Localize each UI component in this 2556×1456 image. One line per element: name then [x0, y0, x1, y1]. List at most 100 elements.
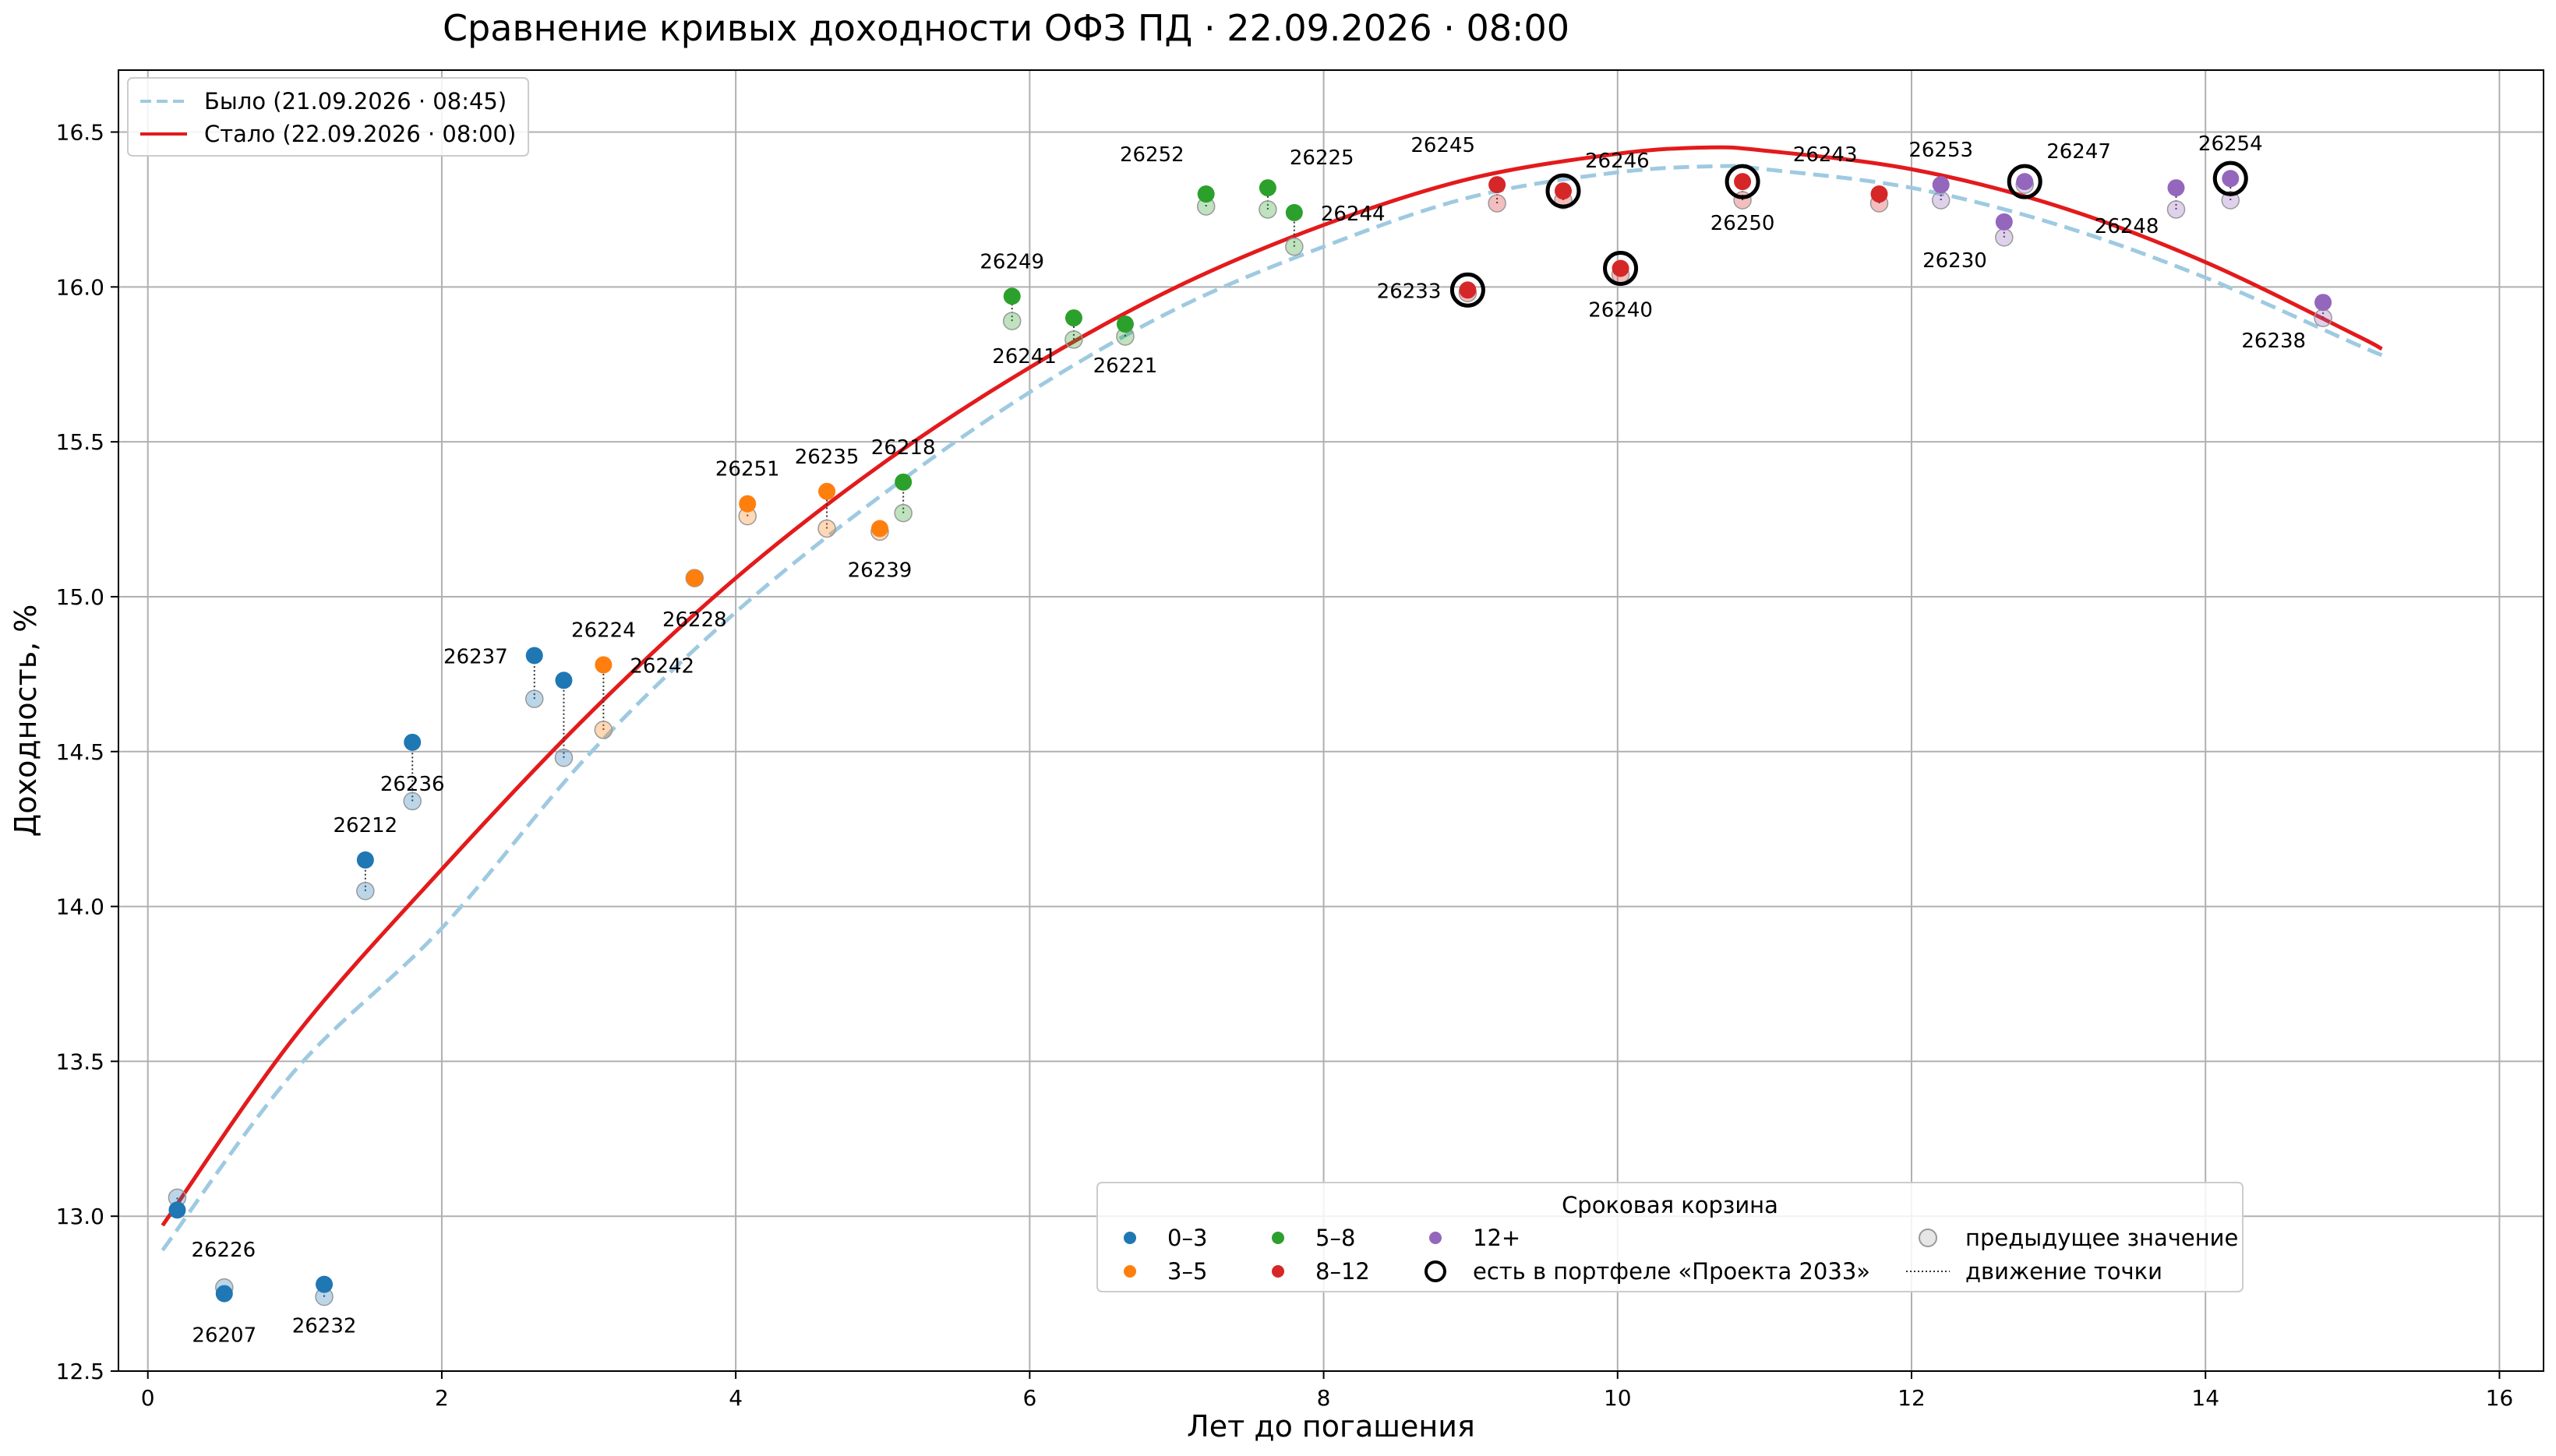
point-label: 26224	[571, 619, 636, 642]
current-point	[1116, 316, 1134, 333]
current-point	[895, 473, 913, 491]
legend-bucket-0-3-marker	[1124, 1232, 1136, 1244]
curve-was	[161, 164, 2383, 1252]
current-point	[215, 1285, 233, 1303]
previous-point	[1064, 330, 1083, 349]
point-label: 26243	[1793, 143, 1858, 167]
portfolio-ring	[1545, 173, 1581, 209]
point-label: 26212	[333, 814, 397, 837]
current-point	[1488, 176, 1506, 194]
legend-bucket-12-label: 12+	[1473, 1225, 1520, 1251]
bucket-legend: Сроковая корзина 0–3 3–5 5–8 8–12 12+ ес…	[1096, 1182, 2244, 1292]
y-tick-label: 12.5	[56, 1359, 104, 1384]
point-label: 26239	[848, 559, 913, 582]
current-point	[1003, 287, 1021, 305]
point-label: 26249	[980, 250, 1044, 273]
legend-bucket-3-5-label: 3–5	[1167, 1258, 1207, 1285]
point-label: 26233	[1377, 280, 1442, 303]
current-point	[2016, 173, 2034, 191]
point-label: 26250	[1710, 212, 1775, 235]
point-label: 26226	[191, 1239, 256, 1262]
point-label: 26238	[2241, 330, 2306, 353]
previous-point	[2221, 191, 2240, 210]
portfolio-ring	[1603, 250, 1639, 286]
point-label: 26235	[795, 446, 860, 469]
point-label: 26232	[292, 1315, 357, 1338]
legend-was-label: Было (21.09.2026 · 08:45)	[204, 88, 507, 115]
legend-bucket-8-12-label: 8–12	[1315, 1258, 1370, 1285]
x-tick-label: 0	[141, 1385, 155, 1411]
previous-point	[554, 748, 574, 767]
previous-point	[594, 721, 613, 739]
x-tick-label: 16	[2486, 1385, 2514, 1411]
portfolio-ring	[1725, 164, 1760, 199]
previous-point	[817, 519, 836, 538]
current-point	[1285, 203, 1303, 221]
portfolio-ring	[2212, 160, 2248, 196]
point-label: 26251	[715, 458, 780, 481]
y-tick-label: 14.0	[56, 894, 104, 920]
previous-point	[894, 503, 913, 523]
current-point	[356, 851, 374, 869]
y-tick-label: 14.5	[56, 739, 104, 765]
current-point	[818, 482, 836, 500]
current-point	[404, 733, 422, 751]
point-label: 26241	[992, 345, 1057, 368]
x-tick-label: 6	[1022, 1385, 1036, 1411]
previous-point	[403, 791, 422, 811]
point-label: 26240	[1588, 298, 1653, 322]
x-axis-title: Лет до погашения	[1187, 1409, 1475, 1444]
current-point	[555, 672, 573, 689]
bucket-legend-box	[1096, 1182, 2244, 1292]
portfolio-ring	[2007, 164, 2042, 199]
y-tick-label: 13.5	[56, 1049, 104, 1074]
current-point	[1734, 173, 1752, 191]
previous-point	[1285, 237, 1304, 256]
y-tick-label: 15.0	[56, 584, 104, 610]
current-point	[2314, 294, 2332, 312]
y-tick-label: 16.0	[56, 274, 104, 300]
point-label: 26221	[1093, 354, 1158, 378]
point-label: 26242	[630, 654, 694, 678]
legend-bucket-8-12-marker	[1272, 1265, 1284, 1278]
current-point	[1995, 213, 2013, 231]
previous-point	[356, 881, 375, 901]
point-label: 26218	[871, 436, 936, 460]
x-tick-label: 14	[2191, 1385, 2219, 1411]
current-point	[1612, 259, 1629, 277]
current-point	[1932, 176, 1950, 194]
current-point	[1554, 182, 1572, 200]
previous-point	[2166, 200, 2186, 219]
curve-now	[161, 145, 2383, 1227]
previous-point	[1995, 227, 2014, 247]
x-tick-label: 4	[729, 1385, 743, 1411]
point-label: 26230	[1922, 249, 1987, 273]
point-label: 26246	[1585, 150, 1650, 173]
previous-point	[1002, 312, 1022, 330]
current-point	[2222, 170, 2240, 188]
current-point	[1197, 185, 1215, 203]
previous-point	[1259, 200, 1277, 219]
current-point	[525, 647, 543, 665]
point-label: 26244	[1321, 203, 1386, 226]
current-point	[739, 495, 757, 513]
point-label: 26253	[1908, 139, 1973, 162]
x-tick-label: 12	[1898, 1385, 1926, 1411]
legend-prev-label: предыдущее значение	[1965, 1225, 2238, 1251]
current-point	[595, 656, 613, 674]
current-point	[2167, 179, 2185, 197]
x-tick-label: 8	[1317, 1385, 1331, 1411]
point-label: 26254	[2198, 132, 2263, 156]
legend-portfolio-label: есть в портфеле «Проекта 2033»	[1473, 1258, 1870, 1285]
x-tick-label: 2	[435, 1385, 449, 1411]
previous-point	[1931, 191, 1951, 210]
point-label: 26236	[380, 773, 445, 796]
legend-bucket-3-5-marker	[1124, 1265, 1136, 1278]
current-point	[1870, 185, 1888, 203]
point-label: 26247	[2046, 140, 2111, 164]
legend-bucket-5-8-marker	[1272, 1232, 1284, 1244]
chart-title: Сравнение кривых доходности ОФЗ ПД · 22.…	[443, 7, 1569, 49]
legend-bucket-0-3-label: 0–3	[1167, 1225, 1207, 1251]
y-tick-label: 16.5	[56, 120, 104, 146]
point-label: 26248	[2095, 215, 2159, 238]
